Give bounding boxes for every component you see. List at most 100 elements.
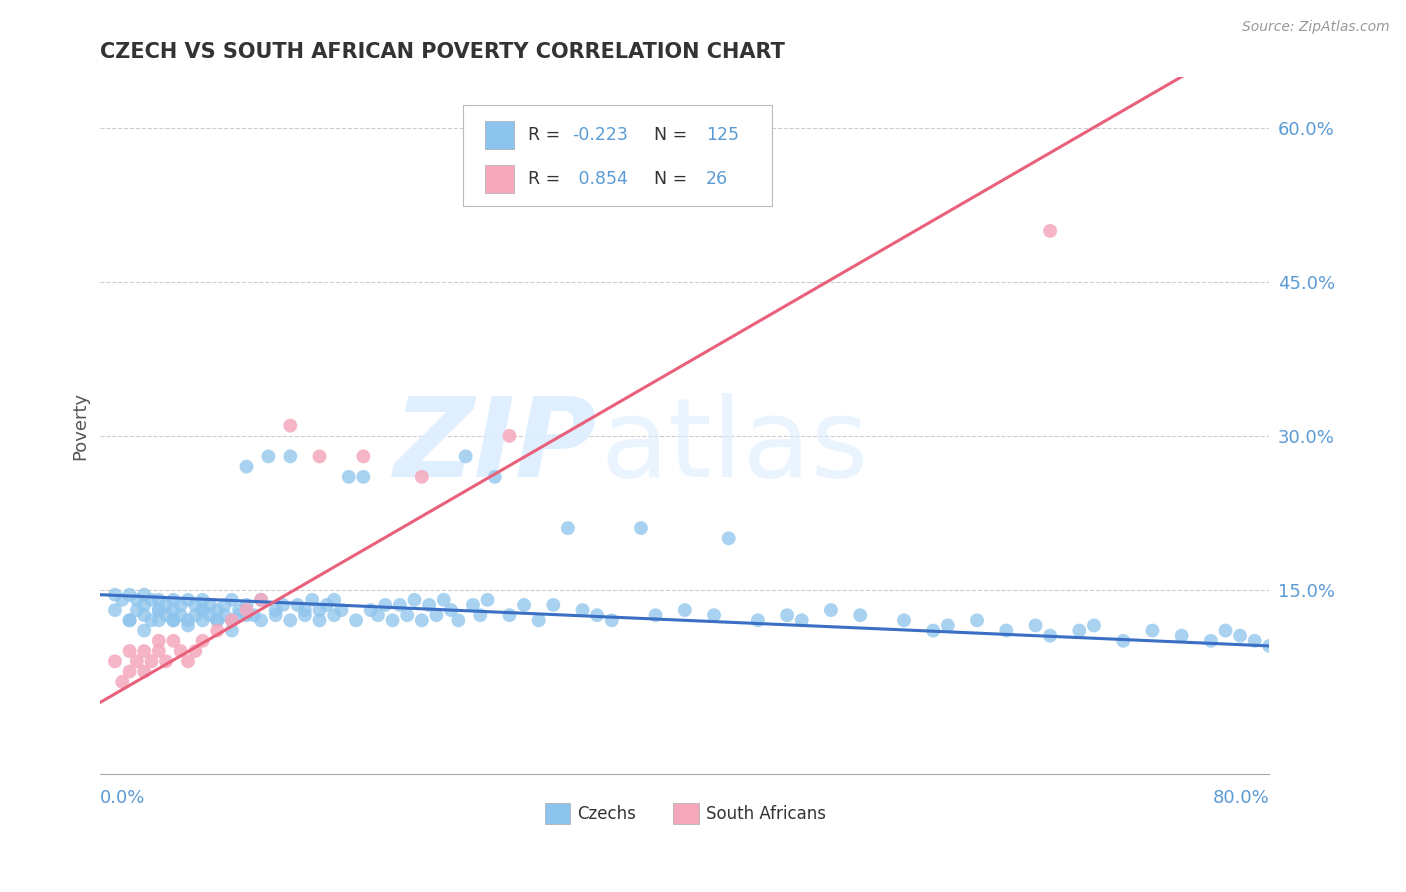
Point [170, 644, 193, 658]
Point [125, 592, 148, 607]
Point [134, 624, 156, 638]
Point [1243, 633, 1265, 648]
Point [148, 633, 170, 648]
Point [1199, 633, 1222, 648]
Point [278, 613, 301, 627]
Text: atlas: atlas [600, 393, 869, 500]
Point [484, 470, 506, 484]
Point [207, 613, 229, 627]
Point [148, 613, 170, 627]
Point [250, 592, 273, 607]
Point [586, 608, 609, 623]
Point [557, 521, 579, 535]
Point [294, 603, 316, 617]
Point [461, 598, 484, 612]
Point [228, 603, 250, 617]
Point [600, 613, 623, 627]
Point [388, 598, 411, 612]
FancyBboxPatch shape [485, 121, 515, 149]
Point [148, 644, 170, 658]
Point [308, 450, 330, 464]
Point [141, 654, 163, 668]
Point [454, 450, 477, 464]
Point [125, 654, 148, 668]
Point [790, 613, 813, 627]
Point [177, 613, 200, 627]
Point [1229, 629, 1251, 643]
Point [118, 644, 141, 658]
Point [323, 608, 346, 623]
Text: CZECH VS SOUTH AFRICAN POVERTY CORRELATION CHART: CZECH VS SOUTH AFRICAN POVERTY CORRELATI… [100, 42, 785, 62]
Point [717, 532, 740, 546]
Point [162, 613, 184, 627]
Point [134, 588, 156, 602]
Point [673, 603, 696, 617]
Point [141, 592, 163, 607]
Point [418, 598, 440, 612]
Text: Source: ZipAtlas.com: Source: ZipAtlas.com [1241, 20, 1389, 34]
Point [849, 608, 872, 623]
Point [134, 644, 156, 658]
Text: 80.0%: 80.0% [1212, 789, 1270, 807]
Point [287, 598, 309, 612]
Point [411, 470, 433, 484]
Point [148, 592, 170, 607]
Point [477, 592, 499, 607]
Point [1142, 624, 1164, 638]
Point [264, 608, 287, 623]
Point [177, 654, 200, 668]
Point [433, 592, 456, 607]
Point [344, 613, 367, 627]
Point [184, 644, 207, 658]
Point [221, 592, 243, 607]
Point [278, 450, 301, 464]
Text: ZIP: ZIP [394, 393, 598, 500]
Point [893, 613, 915, 627]
Point [141, 613, 163, 627]
Point [1024, 618, 1046, 632]
Point [170, 598, 193, 612]
FancyBboxPatch shape [544, 804, 571, 824]
Point [118, 588, 141, 602]
Point [776, 608, 799, 623]
Point [396, 608, 419, 623]
Point [235, 608, 257, 623]
Point [118, 613, 141, 627]
Text: South Africans: South Africans [706, 805, 825, 822]
Point [301, 592, 323, 607]
Point [191, 633, 214, 648]
FancyBboxPatch shape [485, 165, 515, 194]
Point [177, 592, 200, 607]
Point [1083, 618, 1105, 632]
Point [162, 613, 184, 627]
Point [134, 665, 156, 679]
Point [1112, 633, 1135, 648]
FancyBboxPatch shape [463, 105, 772, 206]
Point [148, 603, 170, 617]
Point [470, 608, 492, 623]
Point [134, 598, 156, 612]
Point [323, 592, 346, 607]
Point [250, 592, 273, 607]
Point [966, 613, 988, 627]
Point [1069, 624, 1091, 638]
Point [221, 613, 243, 627]
Point [1039, 629, 1062, 643]
Point [104, 654, 127, 668]
Point [411, 613, 433, 627]
Point [381, 613, 404, 627]
Point [271, 598, 294, 612]
Point [747, 613, 769, 627]
Point [155, 608, 177, 623]
Text: 0.0%: 0.0% [100, 789, 146, 807]
Text: 0.854: 0.854 [572, 170, 627, 188]
Point [170, 608, 193, 623]
Point [198, 598, 221, 612]
Point [513, 598, 536, 612]
Point [104, 588, 127, 602]
Point [118, 665, 141, 679]
Text: R =: R = [529, 170, 567, 188]
Point [1039, 224, 1062, 238]
Point [527, 613, 550, 627]
Point [228, 608, 250, 623]
